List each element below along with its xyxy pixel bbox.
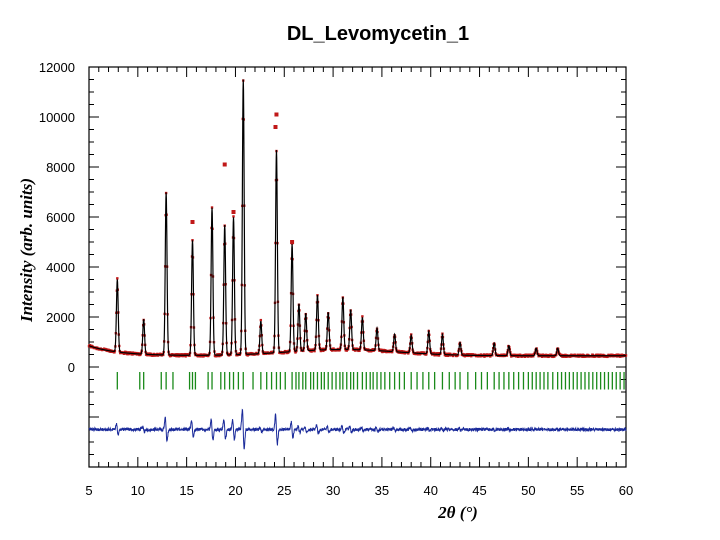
observed-point [354,349,357,352]
y-tick-label: 10000 [39,110,75,125]
observed-point [222,162,227,167]
observed-point [587,353,590,357]
observed-point [231,210,236,214]
observed-point [451,354,455,358]
x-tick-label: 10 [131,483,145,498]
observed-point [332,347,335,350]
observed-point [517,355,520,358]
observed-point [399,351,403,355]
observed-point [174,353,178,356]
observed-point [187,353,191,356]
x-tick-labels: 5 10 15 20 25 30 35 40 45 50 55 60 [85,483,633,498]
observed-point [390,350,394,354]
x-tick-label: 5 [85,483,92,498]
observed-point [437,354,441,357]
observed-point [445,354,448,357]
observed-point [274,112,279,117]
observed-point [210,206,214,209]
y-tick-label: 4000 [46,260,75,275]
observed-point [322,349,325,353]
x-tick-label: 25 [277,483,291,498]
observed-point [173,354,177,357]
observed-point [232,215,235,218]
observed-point [190,220,195,224]
observed-point [407,352,410,355]
observed-point [358,349,361,352]
observed-point [436,352,439,355]
observed-point [290,240,295,244]
observed-point [546,353,550,357]
observed-point [616,353,619,356]
x-tick-label: 20 [228,483,242,498]
x-tick-label: 35 [375,483,389,498]
x-tick-label: 30 [326,483,340,498]
observed-point [590,355,594,358]
x-tick-label: 55 [570,483,584,498]
observed-point [470,354,473,358]
observed-point [397,349,401,353]
plot-frame [88,66,627,468]
observed-point [147,353,150,357]
observed-point [191,239,194,242]
observed-point [530,355,533,358]
y-tick-label: 6000 [46,210,75,225]
y-tick-label: 2000 [46,310,75,325]
y-tick-label: 8000 [46,160,75,175]
observed-point [523,355,527,358]
observed-point [367,348,370,351]
y-tick-label: 12000 [39,60,75,75]
observed-point [403,350,406,353]
tick-marks [88,66,627,468]
x-tick-label: 45 [472,483,486,498]
observed-point [175,354,179,358]
observed-point [401,351,404,355]
observed-point [564,353,567,357]
observed-point [313,349,316,353]
observed-point [422,351,426,354]
observed-point [425,353,428,356]
observed-point [184,355,187,358]
y-axis-label: Intensity (arb. units) [17,178,36,323]
observed-point [550,353,553,356]
observed-point [259,318,263,322]
observed-point [462,353,466,356]
observed-points [87,79,628,359]
observed-point [553,355,556,358]
x-tick-label: 15 [179,483,193,498]
observed-point [454,353,457,356]
observed-point [356,347,359,351]
difference-curve [88,408,627,450]
observed-point [482,353,486,356]
observed-point [310,350,313,353]
observed-point [380,348,383,351]
y-tick-labels: 0 2000 4000 6000 8000 10000 12000 [39,60,75,375]
x-tick-label: 60 [619,483,633,498]
observed-point [577,355,580,358]
x-tick-label: 40 [423,483,437,498]
reflection-markers [116,372,625,390]
observed-point [199,355,202,358]
chart-title: DL_Levomycetin_1 [287,23,469,45]
observed-point [579,353,583,357]
observed-point [273,125,278,129]
observed-point [599,353,602,356]
y-tick-label: 0 [68,360,75,375]
x-axis-label: 2θ (°) [437,503,478,522]
x-tick-label: 50 [521,483,535,498]
observed-point [444,352,447,356]
observed-point [113,351,116,354]
observed-point [561,355,565,358]
observed-point [215,355,218,358]
observed-point [127,352,131,356]
observed-point [116,277,119,280]
calculated-curve [88,79,626,357]
observed-point [123,352,126,355]
observed-point [216,353,219,356]
observed-point [283,351,286,355]
observed-point [361,315,364,318]
